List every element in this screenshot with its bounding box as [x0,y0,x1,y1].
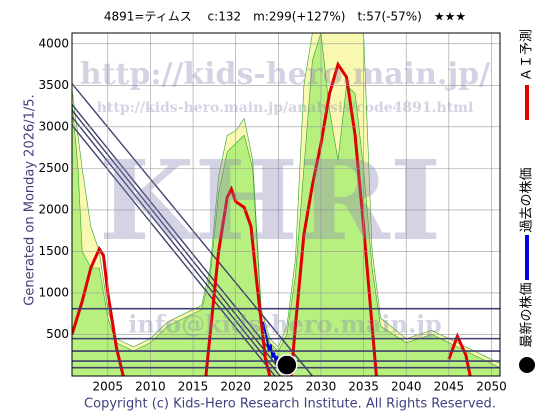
x-tick-label: 2035 [348,380,379,394]
trend-line [72,83,313,376]
legend-label: 最新の株価 [519,282,535,347]
x-tick-label: 2015 [178,380,209,394]
y-tick-label: 3000 [38,119,69,133]
latest-price [276,354,298,376]
chart-title: 4891=ティムス c:132 m:299(+127%) t:57(-57%) … [104,10,466,24]
watermark: http://kids-hero.main.jp/analysis/code48… [97,100,474,116]
y-tick-label: 2000 [38,202,69,216]
side-label: Generated on Monday 2026/1/5. [23,94,38,305]
x-tick-label: 2040 [391,380,422,394]
watermark: info@kids-hero.main.jp [128,310,442,339]
legend-swatch [519,357,535,373]
y-tick-label: 500 [46,327,69,341]
x-tick-label: 2045 [434,380,465,394]
x-tick-label: 2005 [93,380,124,394]
y-tick-label: 4000 [38,36,69,50]
trend-line [72,103,292,376]
watermark: http://kids-hero.main.jp/ [80,57,490,92]
y-tick-label: 3500 [38,78,69,92]
y-tick-label: 2500 [38,161,69,175]
x-tick-label: 2050 [476,380,507,394]
legend-label: ＡＩ予測 [520,29,535,81]
y-tick-label: 1000 [38,285,69,299]
footer: Copyright (c) Kids-Hero Research Institu… [84,397,496,412]
watermark: KHRI [99,136,441,265]
legend-label: 過去の株価 [520,167,535,232]
x-tick-label: 2010 [135,380,166,394]
trend-line [72,116,281,376]
x-tick-label: 2020 [220,380,251,394]
plot-frame [71,32,501,377]
x-tick-label: 2030 [306,380,337,394]
y-tick-label: 1500 [38,244,69,258]
x-tick-label: 2025 [263,380,294,394]
